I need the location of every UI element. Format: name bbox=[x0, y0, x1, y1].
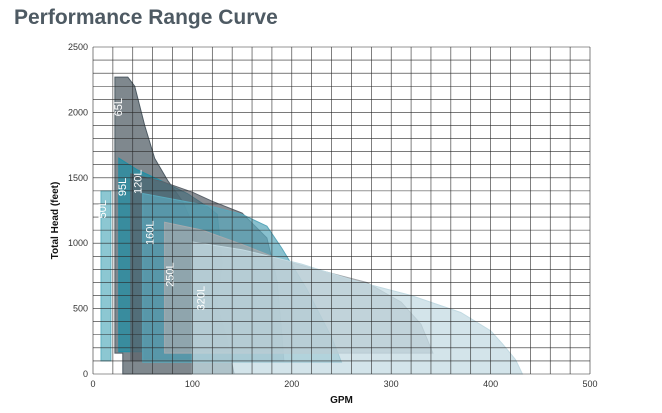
page-title: Performance Range Curve bbox=[14, 6, 278, 29]
y-tick-label: 500 bbox=[73, 304, 88, 314]
y-tick-label: 1000 bbox=[68, 238, 88, 248]
series-labels: 65L 95L 120L 160L 250L 320L 50L bbox=[97, 98, 207, 310]
chart-grid bbox=[92, 46, 591, 375]
series-label-320L: 320L bbox=[195, 286, 207, 310]
x-tick-label: 400 bbox=[483, 379, 498, 389]
y-axis-title: Total Head (feet) bbox=[50, 182, 61, 260]
x-tick-label: 300 bbox=[384, 379, 399, 389]
y-tick-label: 0 bbox=[83, 369, 88, 379]
series-label-50L: 50L bbox=[97, 200, 109, 218]
series-label-160L: 160L bbox=[145, 220, 157, 244]
x-tick-label: 200 bbox=[284, 379, 299, 389]
series-label-95L: 95L bbox=[117, 178, 129, 196]
series-label-120L: 120L bbox=[133, 169, 145, 193]
y-tick-label: 2500 bbox=[68, 42, 88, 52]
series-label-250L: 250L bbox=[165, 262, 177, 286]
y-tick-label: 2000 bbox=[68, 107, 88, 117]
y-tick-label: 1500 bbox=[68, 173, 88, 183]
series-area-320L bbox=[191, 241, 524, 375]
x-tick-label: 0 bbox=[90, 379, 95, 389]
x-tick-label: 100 bbox=[185, 379, 200, 389]
axis-ticks: 0 100 200 300 400 500 0 500 1000 1500 2000 2500 bbox=[68, 42, 598, 389]
x-tick-label: 500 bbox=[582, 379, 597, 389]
x-axis-title: GPM bbox=[330, 395, 353, 406]
series-label-65L: 65L bbox=[113, 98, 125, 116]
